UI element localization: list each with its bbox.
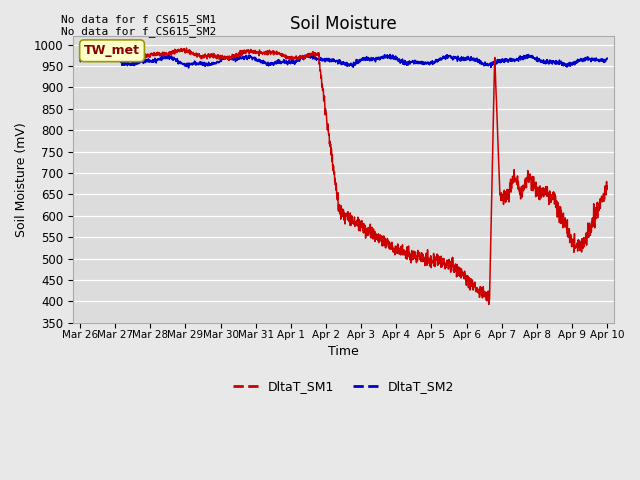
Text: No data for f CS615_SM1: No data for f CS615_SM1 [61,13,216,24]
Title: Soil Moisture: Soil Moisture [290,15,397,33]
X-axis label: Time: Time [328,345,359,358]
Y-axis label: Soil Moisture (mV): Soil Moisture (mV) [15,122,28,237]
Legend: DltaT_SM1, DltaT_SM2: DltaT_SM1, DltaT_SM2 [228,375,460,398]
Text: No data for f̲CS615̲SM2: No data for f̲CS615̲SM2 [61,25,216,36]
Text: TW_met: TW_met [84,44,140,57]
